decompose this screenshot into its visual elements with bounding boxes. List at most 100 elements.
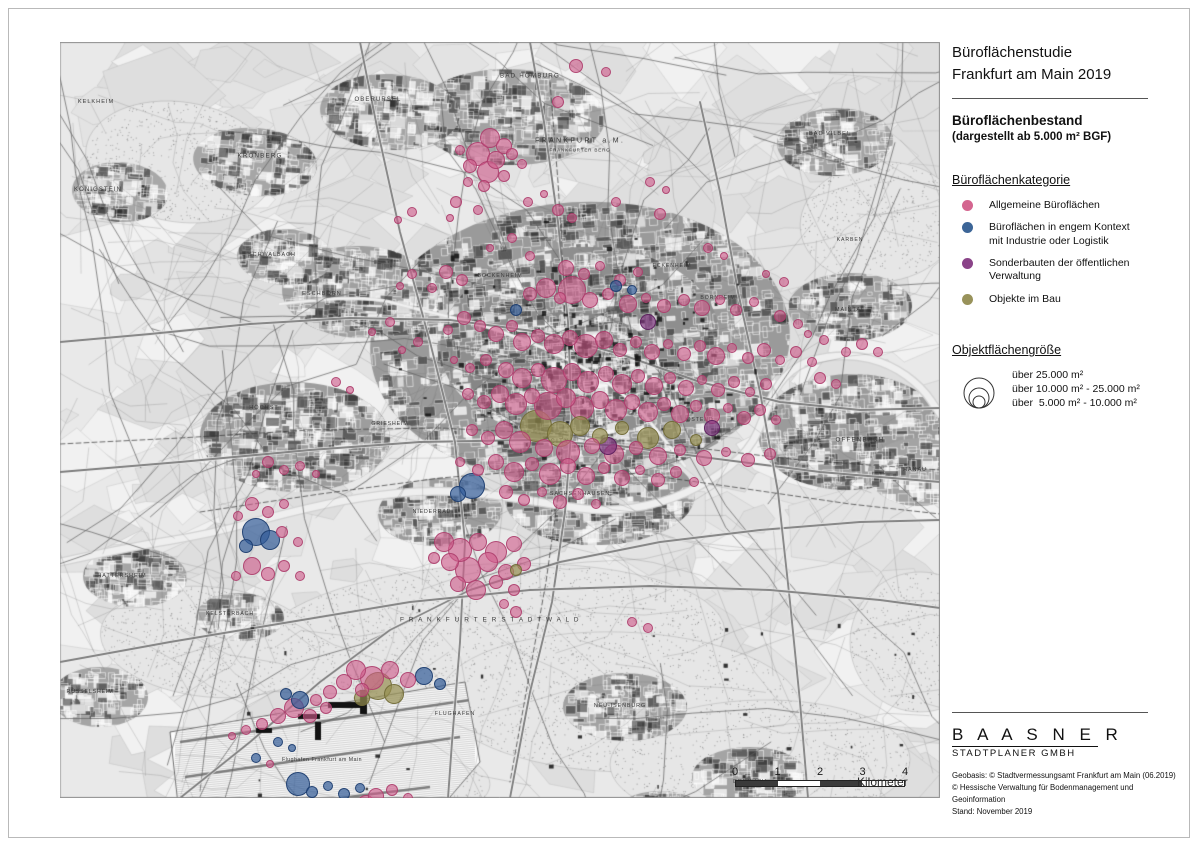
office-marker[interactable] xyxy=(553,495,567,509)
office-marker[interactable] xyxy=(560,458,576,474)
office-marker[interactable] xyxy=(278,560,290,572)
office-marker[interactable] xyxy=(480,354,492,366)
office-marker[interactable] xyxy=(368,788,384,798)
office-marker[interactable] xyxy=(487,151,505,169)
office-marker-layer[interactable]: KÖNIGSTEIN KELKHEIM KRONBERG OBERURSEL BAD H… xyxy=(60,42,940,798)
office-marker[interactable] xyxy=(619,295,637,313)
office-marker[interactable] xyxy=(570,416,590,436)
office-marker[interactable] xyxy=(231,571,241,581)
office-marker[interactable] xyxy=(591,391,609,409)
office-marker[interactable] xyxy=(694,340,706,352)
office-marker[interactable] xyxy=(558,260,574,276)
office-marker[interactable] xyxy=(567,213,577,223)
office-marker[interactable] xyxy=(630,336,642,348)
office-marker[interactable] xyxy=(355,783,365,793)
office-marker[interactable] xyxy=(649,447,667,465)
office-marker[interactable] xyxy=(741,453,755,467)
office-marker[interactable] xyxy=(506,320,518,332)
office-marker[interactable] xyxy=(556,388,576,408)
legend-item-2[interactable]: Sonderbauten der öffentlichen Verwaltung xyxy=(952,257,1184,284)
office-marker[interactable] xyxy=(694,300,710,316)
office-marker[interactable] xyxy=(508,584,520,596)
office-marker[interactable] xyxy=(384,684,404,704)
office-marker[interactable] xyxy=(498,170,510,182)
office-marker[interactable] xyxy=(696,450,712,466)
office-marker[interactable] xyxy=(664,372,676,384)
office-marker[interactable] xyxy=(577,371,599,393)
office-marker[interactable] xyxy=(510,564,522,576)
office-marker[interactable] xyxy=(323,781,333,791)
office-marker[interactable] xyxy=(386,784,398,796)
office-marker[interactable] xyxy=(611,197,621,207)
office-marker[interactable] xyxy=(552,96,564,108)
office-marker[interactable] xyxy=(775,355,785,365)
office-marker[interactable] xyxy=(720,252,728,260)
office-marker[interactable] xyxy=(295,461,305,471)
office-marker[interactable] xyxy=(674,444,686,456)
office-marker[interactable] xyxy=(531,363,545,377)
office-marker[interactable] xyxy=(615,421,629,435)
office-marker[interactable] xyxy=(807,357,817,367)
office-marker[interactable] xyxy=(336,674,352,690)
office-marker[interactable] xyxy=(509,431,531,453)
office-marker[interactable] xyxy=(252,470,260,478)
office-marker[interactable] xyxy=(641,293,651,303)
legend-item-0[interactable]: Allgemeine Büroflächen xyxy=(952,199,1184,212)
office-marker[interactable] xyxy=(517,159,527,169)
office-marker[interactable] xyxy=(689,477,699,487)
office-marker[interactable] xyxy=(723,403,733,413)
office-marker[interactable] xyxy=(306,786,318,798)
office-marker[interactable] xyxy=(651,473,665,487)
office-marker[interactable] xyxy=(478,552,498,572)
office-marker[interactable] xyxy=(582,292,598,308)
office-marker[interactable] xyxy=(613,343,627,357)
office-marker[interactable] xyxy=(601,67,611,77)
office-marker[interactable] xyxy=(450,356,458,364)
office-marker[interactable] xyxy=(465,363,475,373)
office-marker[interactable] xyxy=(446,214,454,222)
office-marker[interactable] xyxy=(403,793,413,798)
office-marker[interactable] xyxy=(819,335,829,345)
office-marker[interactable] xyxy=(831,379,841,389)
office-marker[interactable] xyxy=(612,374,632,394)
office-marker[interactable] xyxy=(569,59,583,73)
office-marker[interactable] xyxy=(291,691,309,709)
office-marker[interactable] xyxy=(873,347,883,357)
office-marker[interactable] xyxy=(535,439,553,457)
office-marker[interactable] xyxy=(463,177,473,187)
office-marker[interactable] xyxy=(241,725,251,735)
office-marker[interactable] xyxy=(312,470,320,478)
office-marker[interactable] xyxy=(690,434,702,446)
office-marker[interactable] xyxy=(443,325,453,335)
office-marker[interactable] xyxy=(793,319,803,329)
office-marker[interactable] xyxy=(721,447,731,457)
office-marker[interactable] xyxy=(670,466,682,478)
office-marker[interactable] xyxy=(477,395,491,409)
office-marker[interactable] xyxy=(677,347,691,361)
office-marker[interactable] xyxy=(266,760,274,768)
office-marker[interactable] xyxy=(381,661,399,679)
office-marker[interactable] xyxy=(774,310,786,322)
office-marker[interactable] xyxy=(295,571,305,581)
office-marker[interactable] xyxy=(814,372,826,384)
office-marker[interactable] xyxy=(288,744,296,752)
office-marker[interactable] xyxy=(643,623,653,633)
office-marker[interactable] xyxy=(537,487,547,497)
office-marker[interactable] xyxy=(779,277,789,287)
office-marker[interactable] xyxy=(762,270,770,278)
office-marker[interactable] xyxy=(578,268,590,280)
office-marker[interactable] xyxy=(260,530,280,550)
office-marker[interactable] xyxy=(715,295,725,305)
office-marker[interactable] xyxy=(671,405,689,423)
office-marker[interactable] xyxy=(486,244,494,252)
office-marker[interactable] xyxy=(439,265,453,279)
office-marker[interactable] xyxy=(510,304,522,316)
office-marker[interactable] xyxy=(261,567,275,581)
office-marker[interactable] xyxy=(554,292,566,304)
office-marker[interactable] xyxy=(704,420,720,436)
office-marker[interactable] xyxy=(488,454,504,470)
office-marker[interactable] xyxy=(552,204,564,216)
office-marker[interactable] xyxy=(466,580,486,600)
office-marker[interactable] xyxy=(563,363,581,381)
office-marker[interactable] xyxy=(320,702,332,714)
